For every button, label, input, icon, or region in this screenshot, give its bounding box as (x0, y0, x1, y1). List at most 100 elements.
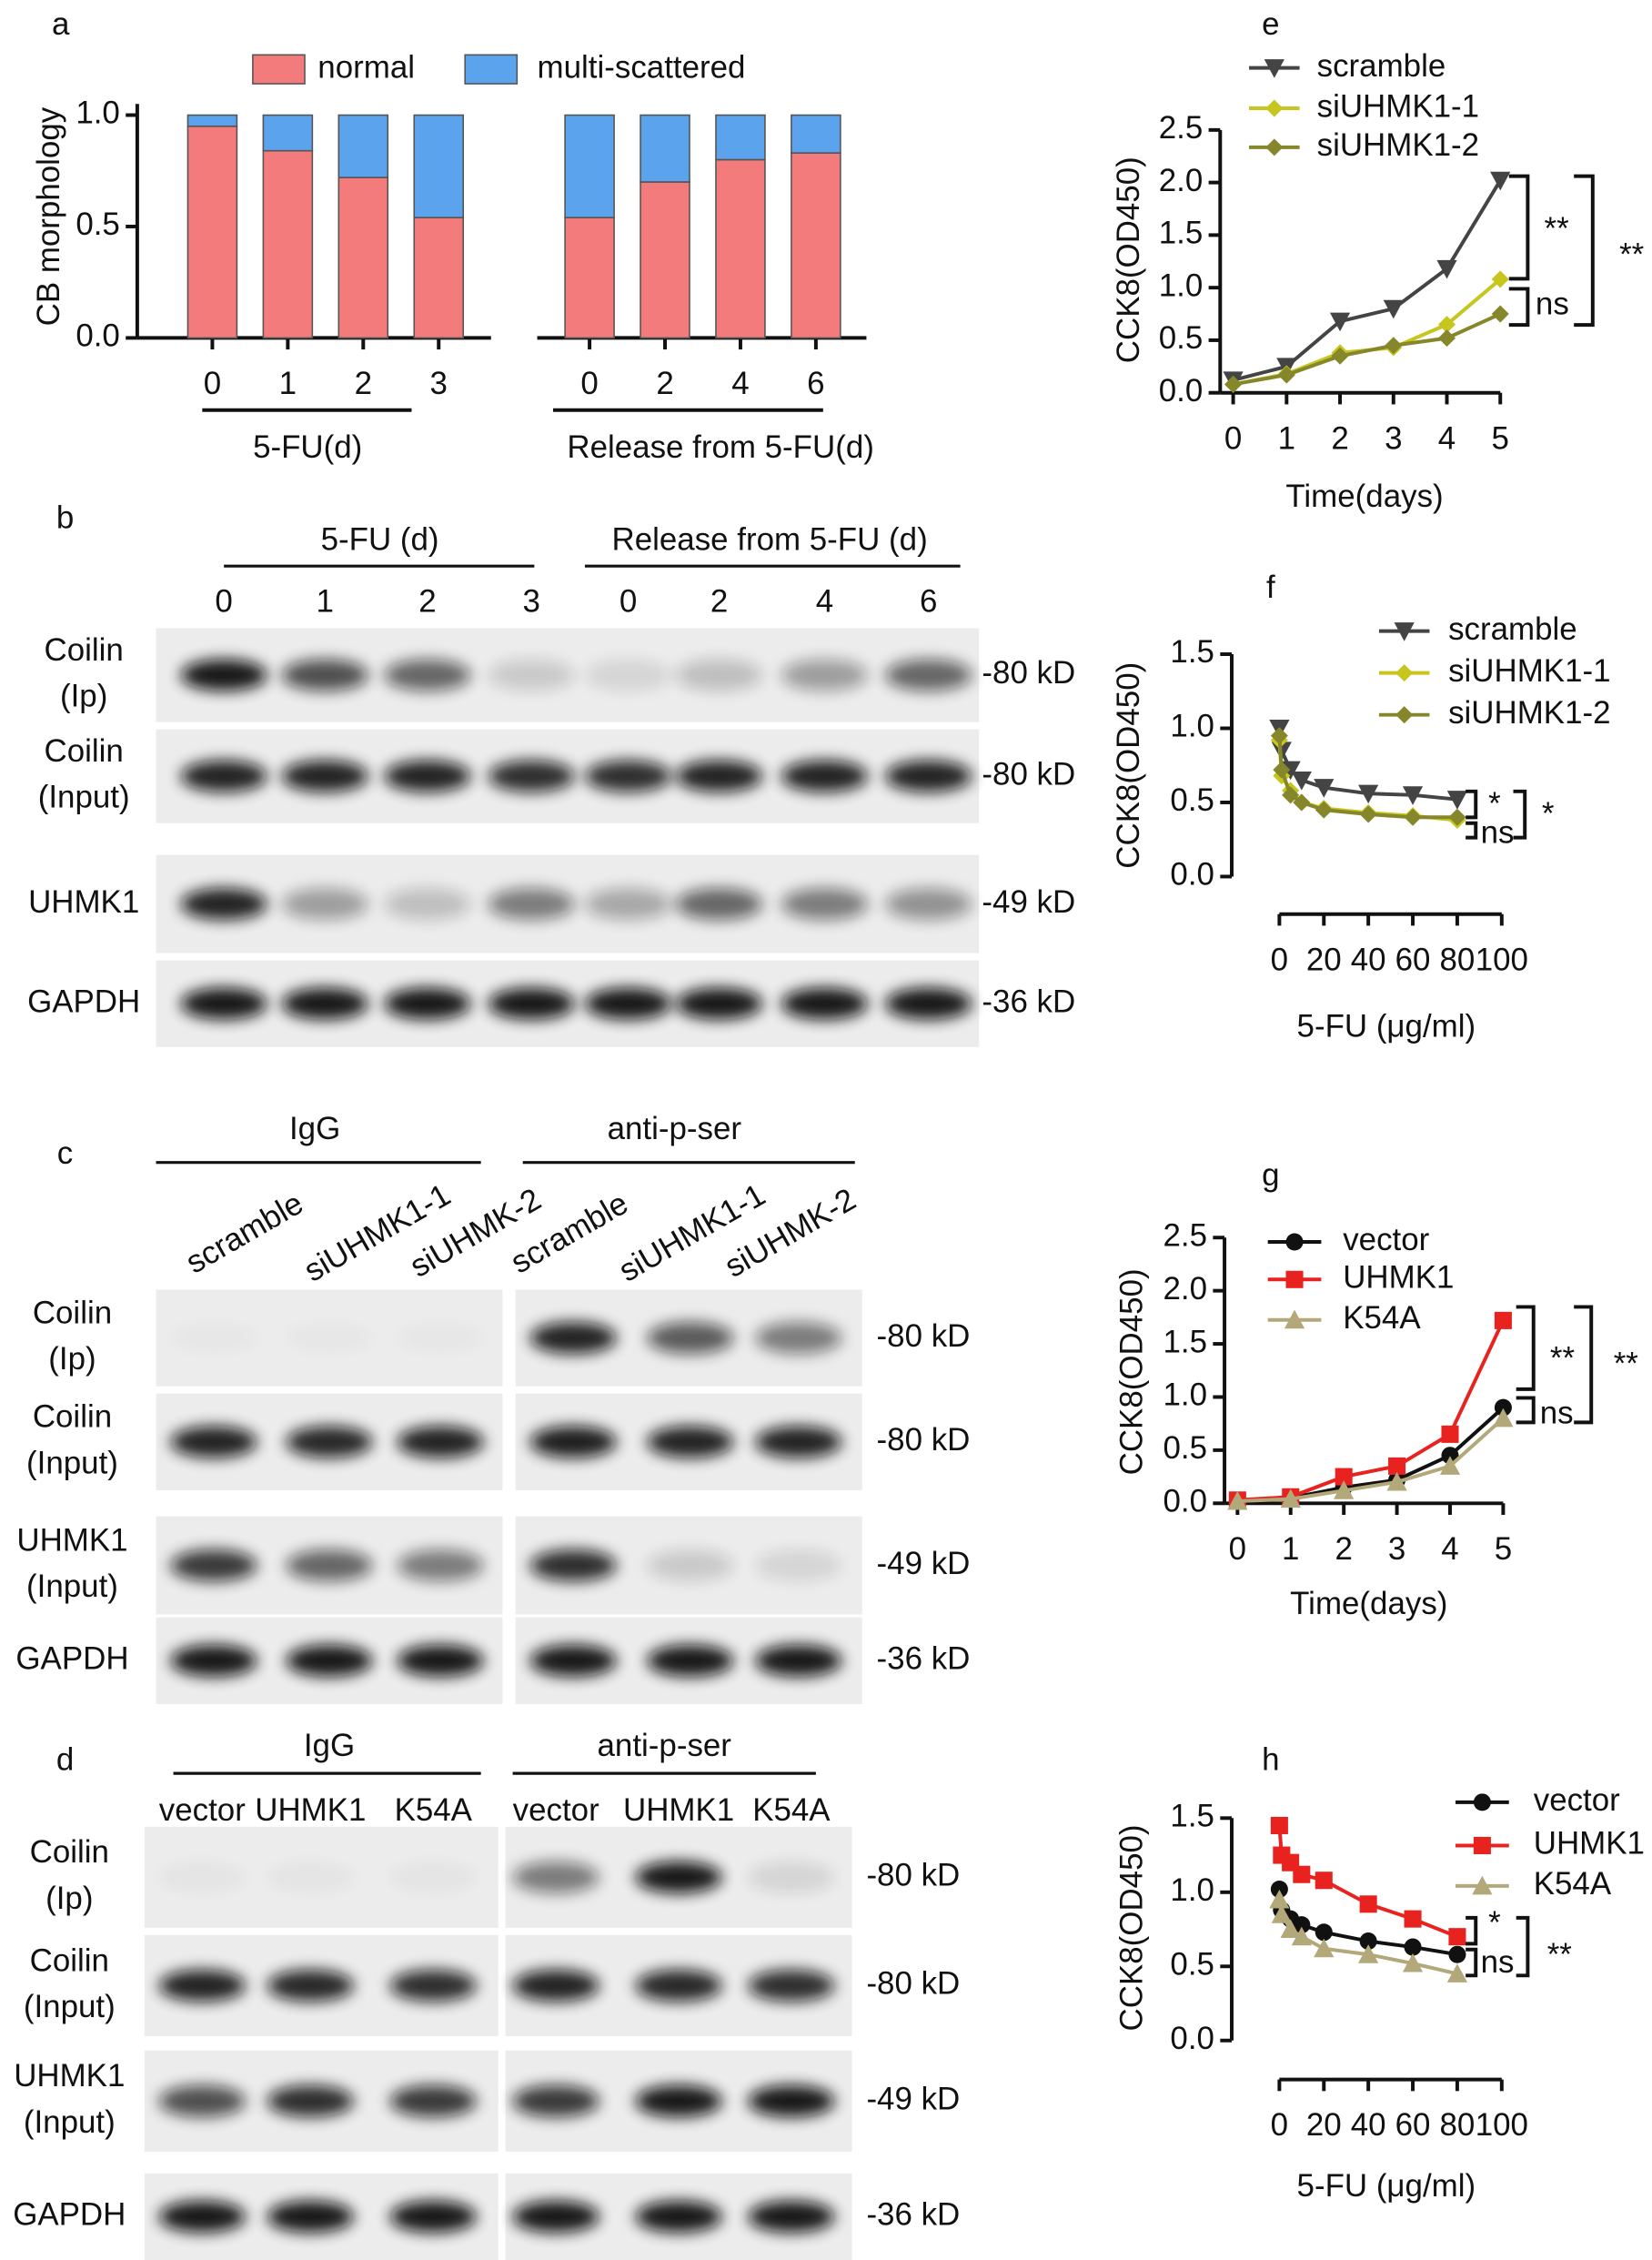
blot-band (384, 760, 471, 792)
group-label: anti-p-ser (598, 1728, 732, 1763)
size-marker: -49 kD (877, 1546, 971, 1581)
x-tick-label: 5 (1495, 1531, 1512, 1567)
row-label: (Input) (26, 1445, 118, 1480)
x-tick-label: 1 (279, 366, 297, 401)
y-tick-label: 0.0 (1163, 1484, 1207, 1519)
size-marker: -80 kD (877, 1318, 971, 1354)
x-tick-label: 0 (580, 366, 598, 401)
row-label: GAPDH (27, 984, 140, 1019)
marker (1494, 1398, 1512, 1417)
bar-segment (186, 125, 238, 339)
blot-band (512, 2084, 599, 2117)
lane-label: 2 (418, 584, 436, 620)
annotation: ns (1540, 1396, 1574, 1431)
x-tick-label: 6 (807, 366, 824, 401)
y-tick-label: 2.5 (1159, 110, 1204, 146)
annotation: ns (1481, 815, 1515, 851)
blot-band (389, 2084, 477, 2117)
blot-band (384, 659, 471, 691)
blot-band (488, 659, 575, 691)
panel-letter: b (56, 500, 74, 536)
bar-segment (186, 114, 238, 127)
blot-band (529, 1549, 617, 1582)
y-tick-label: 1.5 (1159, 216, 1204, 251)
row-label: Coilin (45, 733, 124, 769)
x-tick-label: 2 (355, 366, 372, 401)
marker (1446, 1963, 1468, 1983)
significance-bracket (1508, 174, 1595, 328)
marker (1329, 312, 1351, 332)
blot-band (286, 1549, 373, 1582)
row-label: Coilin (33, 1295, 112, 1330)
marker (1402, 1952, 1424, 1972)
size-marker: -80 kD (866, 1858, 960, 1893)
legend-label: K54A (1343, 1300, 1421, 1336)
bar-segment (337, 114, 389, 178)
marker (1280, 1488, 1301, 1508)
size-marker: -36 kD (982, 984, 1075, 1019)
marker (1404, 1938, 1422, 1956)
y-tick-label: 0.5 (1159, 320, 1204, 356)
size-marker: -80 kD (982, 756, 1075, 792)
marker (1293, 793, 1311, 812)
marker (1265, 99, 1284, 117)
marker (1436, 259, 1457, 279)
blot-band (635, 2084, 722, 2117)
blot-band (488, 888, 575, 921)
marker (1388, 1457, 1406, 1475)
marker (1359, 1895, 1377, 1913)
x-tick-label: 3 (430, 366, 448, 401)
bar-segment (337, 177, 389, 339)
panel-letter: f (1266, 570, 1275, 605)
marker (1285, 1233, 1304, 1251)
blot-band (286, 1426, 373, 1458)
annotation: ** (1619, 237, 1645, 273)
marker (1315, 1872, 1333, 1890)
lane-label: 3 (522, 584, 539, 620)
blot-band (281, 659, 368, 691)
x-tick-label: 4 (731, 366, 749, 401)
blot-band (512, 1861, 599, 1893)
size-marker: -36 kD (866, 2197, 960, 2233)
group-label: Release from 5-FU (d) (611, 521, 927, 557)
blot-band (635, 1969, 722, 2002)
row-label: UHMK1 (16, 1522, 127, 1558)
annotation: * (1488, 786, 1501, 822)
blot-band (675, 760, 763, 792)
group-label: Release from 5-FU(d) (567, 429, 874, 465)
panel-letter: e (1262, 6, 1279, 42)
legend-label: scramble (1317, 48, 1446, 84)
blot-band (781, 760, 869, 792)
blot-band (748, 2200, 835, 2233)
x-tick-label: 0 (1271, 942, 1288, 977)
bar-segment (564, 114, 615, 218)
row-label: Coilin (30, 1834, 109, 1870)
blot-band (885, 659, 972, 691)
blot-band (397, 1549, 484, 1582)
row-label: (Ip) (60, 679, 107, 714)
marker (1386, 1471, 1407, 1491)
blot-band (512, 1969, 599, 2002)
x-tick-label: 2 (1335, 1531, 1352, 1567)
row-label: Coilin (33, 1399, 112, 1435)
x-tick-label: 4 (1438, 420, 1456, 456)
marker (1473, 1793, 1491, 1811)
y-tick-label: 0.5 (1163, 1430, 1207, 1466)
blot-band (267, 1969, 354, 2002)
blot-strip (156, 1289, 503, 1387)
marker (1264, 59, 1284, 78)
row-label: (Input) (38, 780, 130, 815)
marker (1358, 784, 1379, 804)
y-tick-label: 0.0 (76, 318, 120, 354)
y-tick-label: 1.5 (1170, 1799, 1214, 1834)
blot-band (781, 659, 869, 691)
blot-strip (144, 1826, 499, 1928)
y-tick-label: 0.5 (76, 207, 120, 242)
marker (1394, 622, 1415, 641)
marker (1472, 1875, 1493, 1895)
blot-band (755, 1426, 842, 1458)
blot-band (512, 2200, 599, 2233)
blot-band (158, 2084, 246, 2117)
